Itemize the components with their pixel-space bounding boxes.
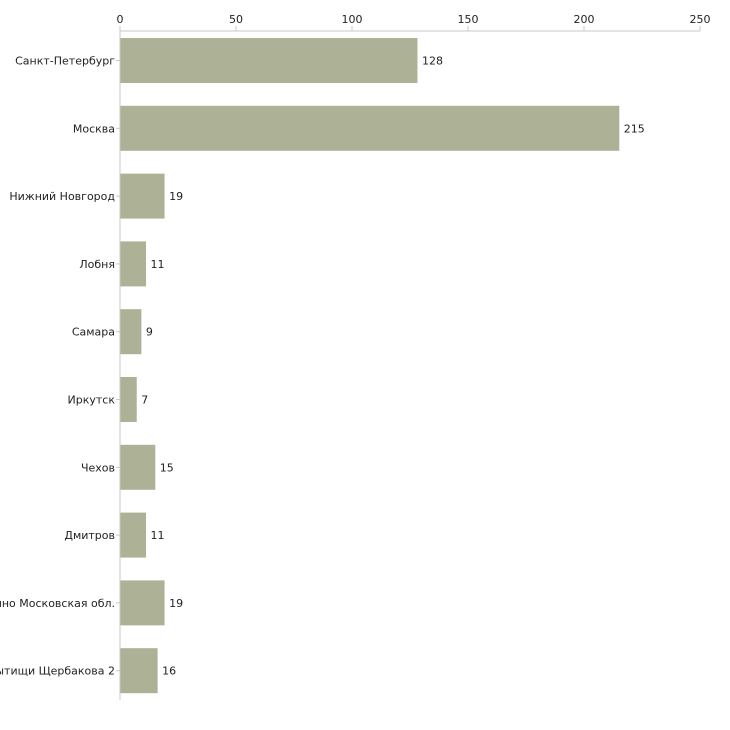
category-label: Чехов bbox=[81, 461, 115, 474]
value-label: 16 bbox=[162, 665, 176, 678]
x-tick-label: 150 bbox=[458, 13, 479, 26]
category-label: Самара bbox=[72, 326, 115, 339]
bar bbox=[120, 580, 165, 626]
x-tick-label: 0 bbox=[117, 13, 124, 26]
value-label: 215 bbox=[624, 122, 645, 135]
bar bbox=[120, 38, 418, 83]
x-axis: 0 50 100 150 200 250 bbox=[117, 13, 711, 32]
bar bbox=[120, 309, 142, 355]
value-label: 11 bbox=[151, 258, 165, 271]
value-label: 19 bbox=[169, 597, 183, 610]
bar bbox=[120, 648, 158, 694]
x-tick-label: 200 bbox=[574, 13, 595, 26]
value-label: 19 bbox=[169, 190, 183, 203]
bars bbox=[120, 38, 620, 694]
value-label: 11 bbox=[151, 529, 165, 542]
category-label: Нижний Новгород bbox=[9, 190, 115, 203]
y-axis bbox=[116, 31, 121, 700]
bar bbox=[120, 105, 620, 151]
category-label: ино Московская обл. bbox=[0, 597, 115, 610]
x-tick-label: 50 bbox=[229, 13, 243, 26]
value-label: 128 bbox=[422, 55, 443, 68]
value-labels: 128 215 19 11 9 7 15 11 19 16 bbox=[141, 55, 645, 678]
category-labels: Санкт-Петербург Москва Нижний Новгород Лобн… bbox=[0, 55, 115, 678]
category-label: Лобня bbox=[79, 258, 115, 271]
bar bbox=[120, 512, 147, 558]
bar bbox=[120, 173, 165, 219]
x-tick-label: 250 bbox=[690, 13, 711, 26]
category-label: Санкт-Петербург bbox=[15, 55, 115, 68]
bar bbox=[120, 444, 156, 490]
bar bbox=[120, 241, 147, 287]
x-tick-label: 100 bbox=[342, 13, 363, 26]
category-label: Иркутск bbox=[68, 394, 116, 407]
bar bbox=[120, 377, 137, 422]
category-label: Мытищи Щербакова 2 bbox=[0, 665, 115, 678]
category-label: Дмитров bbox=[64, 529, 115, 542]
category-label: Москва bbox=[73, 122, 115, 135]
value-label: 7 bbox=[141, 394, 148, 407]
value-label: 15 bbox=[160, 461, 174, 474]
value-label: 9 bbox=[146, 326, 153, 339]
